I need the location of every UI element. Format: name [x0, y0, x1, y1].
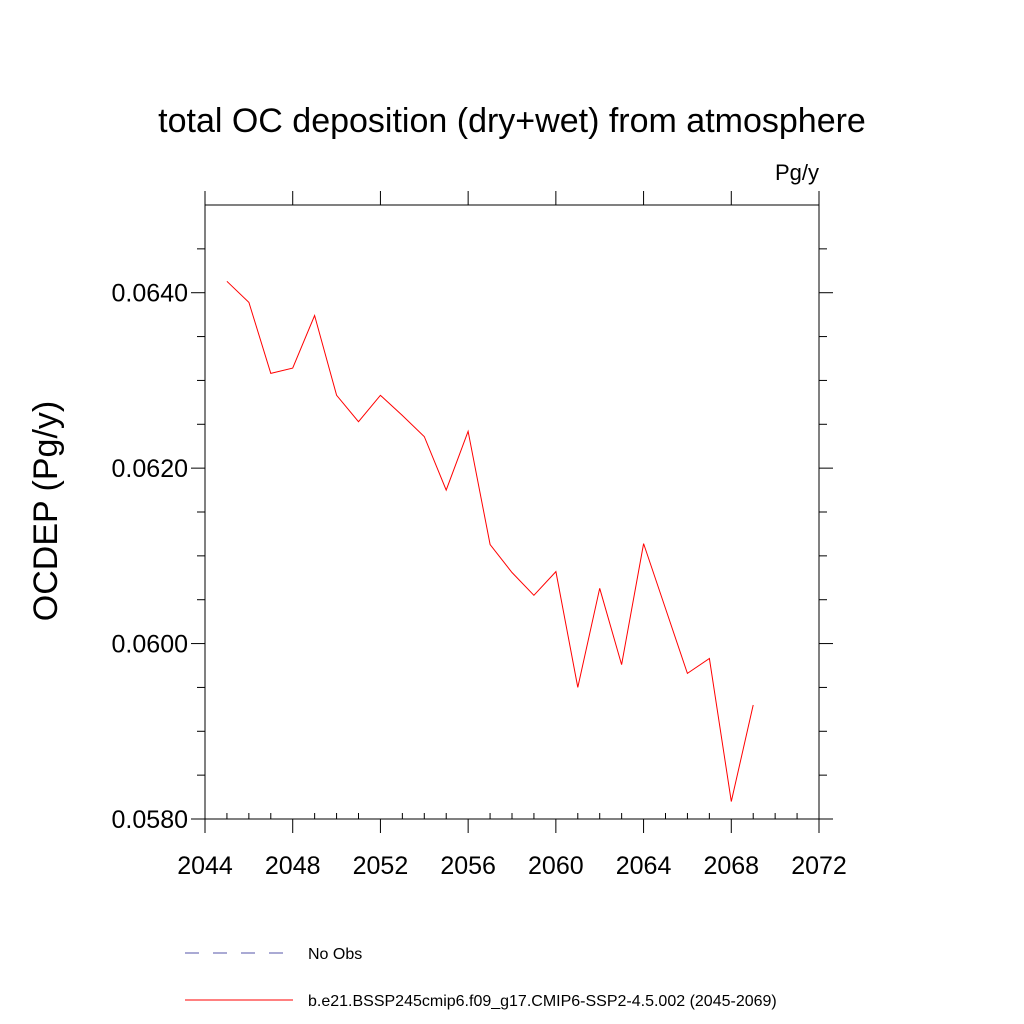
- plot-frame: [204, 204, 820, 820]
- x-tick-label: 2056: [440, 852, 496, 880]
- series-line: [226, 280, 754, 802]
- y-axis: 0.0580 0.0600 0.0620 0.0640: [112, 248, 833, 834]
- x-axis: 2044 2048 2052 2056 2060 2064 2068 2072: [177, 191, 847, 880]
- x-tick-label: 2068: [703, 852, 759, 880]
- chart-title: total OC deposition (dry+wet) from atmos…: [158, 102, 866, 140]
- legend-label-series: b.e21.BSSP245cmip6.f09_g17.CMIP6-SSP2-4.…: [308, 993, 777, 1010]
- x-tick-label: 2064: [616, 852, 672, 880]
- x-tick-label: 2072: [791, 852, 847, 880]
- y-axis-label: OCDEP (Pg/y): [27, 401, 65, 621]
- x-tick-label: 2060: [528, 852, 584, 880]
- units-label: Pg/y: [775, 160, 819, 185]
- y-tick-label: 0.0580: [112, 806, 188, 834]
- x-tick-label: 2052: [353, 852, 409, 880]
- x-tick-label: 2048: [265, 852, 321, 880]
- y-tick-label: 0.0600: [112, 631, 188, 659]
- series-layer: [226, 280, 754, 802]
- y-tick-label: 0.0640: [112, 280, 188, 308]
- legend: No Obs b.e21.BSSP245cmip6.f09_g17.CMIP6-…: [185, 946, 777, 1010]
- y-tick-label: 0.0620: [112, 455, 188, 483]
- legend-label-no-obs: No Obs: [308, 946, 362, 963]
- x-tick-label: 2044: [177, 852, 233, 880]
